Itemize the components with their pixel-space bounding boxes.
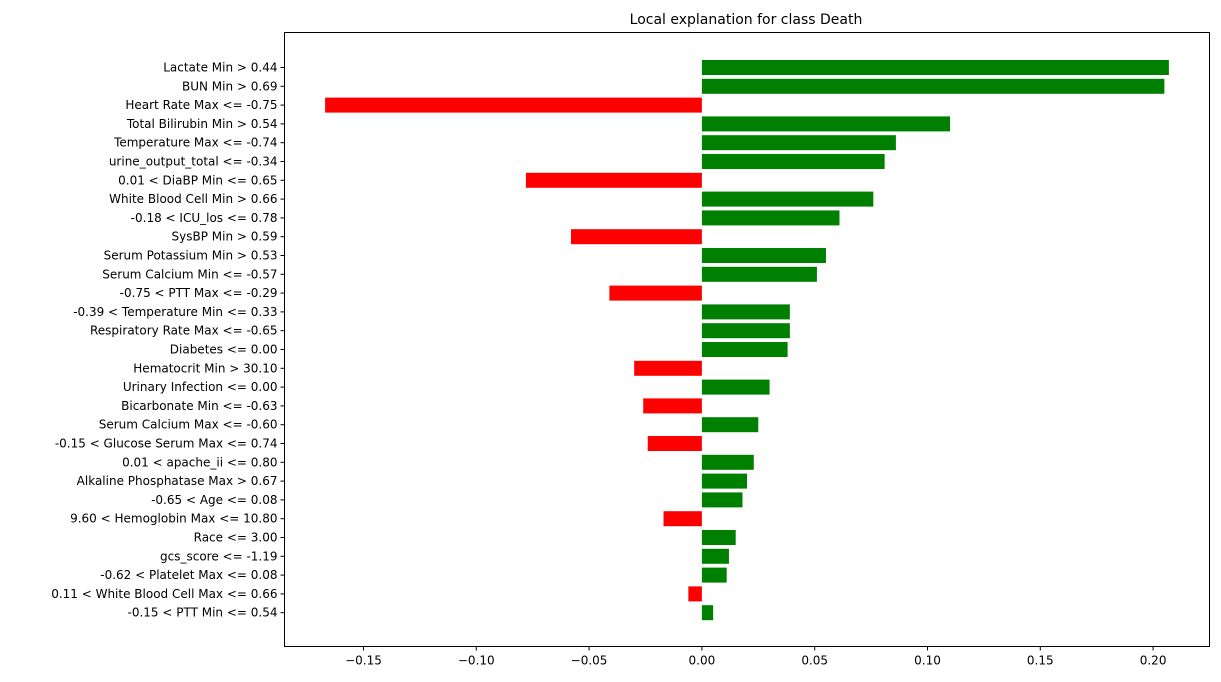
y-tick-label: -0.62 < Platelet Max <= 0.08 (100, 568, 277, 582)
bar (701, 60, 1169, 75)
bar (701, 417, 759, 433)
bar (701, 78, 1165, 94)
bar (647, 436, 702, 451)
bar (663, 511, 702, 527)
y-tick-label: -0.15 < PTT Min <= 0.54 (128, 606, 278, 620)
bar (701, 248, 826, 263)
bar (701, 530, 736, 545)
x-tick-label: 0.20 (1140, 654, 1167, 668)
y-tick-label: gcs_score <= -1.19 (160, 549, 278, 563)
plot-frame (284, 32, 1210, 647)
chart-title: Local explanation for class Death (630, 12, 863, 28)
x-tick-label: 0.00 (689, 654, 716, 668)
y-tick-label: Urinary Infection <= 0.00 (123, 380, 278, 394)
bar (701, 191, 874, 207)
bar (325, 97, 702, 113)
bar (701, 473, 747, 489)
y-tick-label: Hematocrit Min > 30.10 (133, 361, 277, 375)
y-tick-label: Bicarbonate Min <= -0.63 (121, 399, 277, 413)
bar (701, 492, 743, 508)
y-tick-label: 0.11 < White Blood Cell Max <= 0.66 (51, 587, 277, 601)
x-tick-label: 0.05 (801, 654, 828, 668)
bar (571, 229, 702, 245)
y-tick-label: Respiratory Rate Max <= -0.65 (90, 324, 278, 338)
bar (701, 116, 951, 132)
bar (688, 586, 702, 602)
y-tick-label: 9.60 < Hemoglobin Max <= 10.80 (70, 512, 277, 526)
x-axis: −0.15 −0.10 −0.05 0.00 0.05 0.10 0.15 0.20 (345, 646, 1167, 668)
bar (701, 605, 714, 621)
y-tick-label: Lactate Min > 0.44 (163, 61, 277, 75)
bar (701, 323, 790, 339)
y-tick-label: 0.01 < apache_ii <= 0.80 (122, 455, 277, 469)
y-tick-labels: Lactate Min > 0.44 BUN Min > 0.69 Heart Ra… (51, 61, 285, 620)
y-tick-label: White Blood Cell Min > 0.66 (109, 192, 277, 206)
bar (634, 360, 702, 376)
bar (701, 379, 770, 395)
y-tick-label: BUN Min > 0.69 (182, 79, 278, 93)
y-tick-label: urine_output_total <= -0.34 (109, 155, 278, 169)
y-tick-label: 0.01 < DiaBP Min <= 0.65 (118, 173, 277, 187)
y-tick-label: Temperature Max <= -0.74 (113, 136, 277, 150)
y-tick-label: Race <= 3.00 (194, 531, 278, 545)
bar (701, 454, 754, 470)
y-tick-label: -0.39 < Temperature Min <= 0.33 (73, 305, 277, 319)
y-tick-label: Total Bilirubin Min > 0.54 (126, 117, 278, 131)
y-tick-label: Diabetes <= 0.00 (170, 343, 278, 357)
bar (701, 135, 896, 151)
y-tick-label: Serum Calcium Min <= -0.57 (102, 267, 277, 281)
y-tick-label: Serum Calcium Max <= -0.60 (99, 418, 278, 432)
y-tick-label: -0.75 < PTT Max <= -0.29 (120, 286, 278, 300)
y-tick-label: Heart Rate Max <= -0.75 (125, 98, 277, 112)
bars-group (325, 60, 1169, 621)
bar (701, 266, 817, 282)
bar (701, 304, 790, 320)
bar (643, 398, 702, 414)
x-tick-label: 0.10 (914, 654, 941, 668)
bar (701, 342, 788, 357)
x-tick-label: 0.15 (1027, 654, 1054, 668)
y-tick-label: -0.65 < Age <= 0.08 (151, 493, 277, 507)
y-tick-label: -0.15 < Glucose Serum Max <= 0.74 (55, 437, 278, 451)
bar (701, 154, 885, 169)
x-tick-label: −0.05 (571, 654, 608, 668)
y-tick-label: Serum Potassium Min > 0.53 (104, 249, 278, 263)
bar (701, 210, 840, 226)
bar (609, 285, 702, 301)
y-tick-label: SysBP Min > 0.59 (172, 230, 278, 244)
bar (701, 567, 727, 583)
x-tick-label: −0.10 (458, 654, 495, 668)
x-tick-label: −0.15 (345, 654, 382, 668)
bar (525, 172, 702, 188)
y-tick-label: -0.18 < ICU_los <= 0.78 (131, 211, 278, 225)
y-tick-label: Alkaline Phosphatase Max > 0.67 (77, 474, 278, 488)
bar (701, 548, 729, 564)
